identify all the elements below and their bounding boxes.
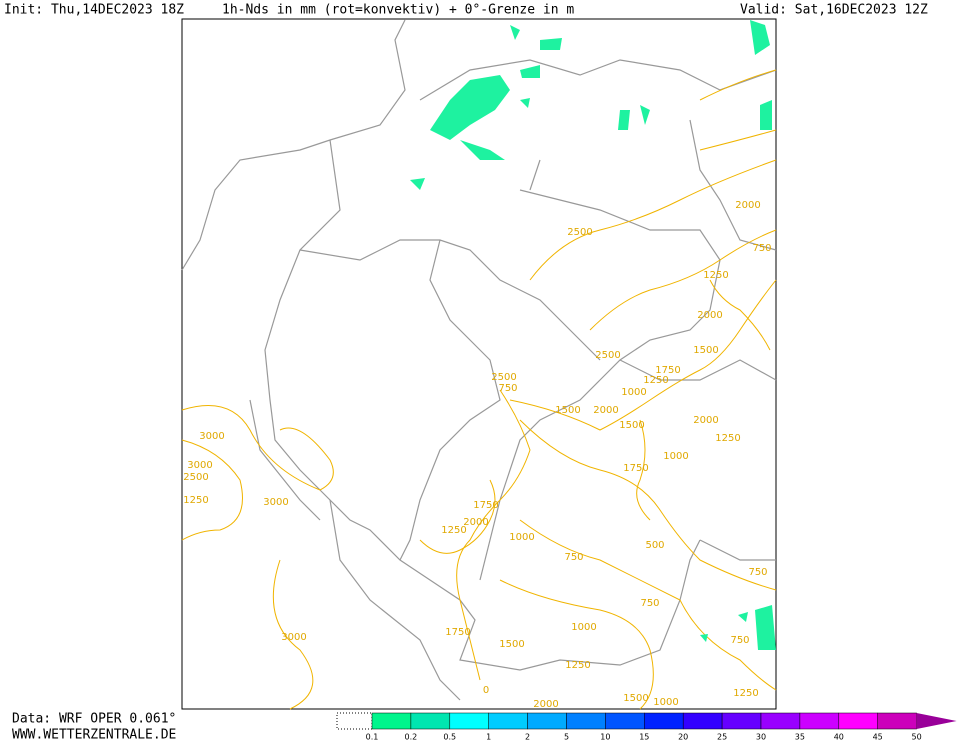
map-frame [181,18,777,710]
legend-swatch [605,712,645,730]
contour-label: 1500 [623,693,648,704]
legend-under [336,712,373,730]
legend-label: 0.1 [366,733,379,741]
legend-swatch [644,712,684,730]
contour-label: 1250 [565,660,590,671]
contour-label: 3000 [281,632,306,643]
contour-label: 1250 [643,375,668,386]
legend-label: 30 [756,733,766,741]
contour-label: 750 [730,635,749,646]
contour-label: 1000 [571,622,596,633]
contour-label: 2000 [697,310,722,321]
title: 1h-Nds in mm (rot=konvektiv) + 0°-Grenze… [222,3,574,18]
contour-label: 1500 [499,639,524,650]
contour-label: 1250 [441,525,466,536]
contour-label: 2000 [593,405,618,416]
contour-label: 2500 [595,350,620,361]
legend-label: 10 [600,733,610,741]
contour-label: 0 [483,685,489,696]
contour-label: 3000 [187,460,212,471]
legend-label: 15 [639,733,649,741]
contour-label: 1250 [703,270,728,281]
contour-label: 1000 [509,532,534,543]
init-time: Init: Thu,14DEC2023 18Z [4,3,184,18]
contour-label: 2000 [463,517,488,528]
contour-label: 1500 [693,345,718,356]
contour-label: 1250 [715,433,740,444]
legend-label: 50 [912,733,922,741]
contour-label: 1750 [655,365,680,376]
legend-swatch [527,712,567,730]
legend-label: 0.2 [405,733,418,741]
contour-label: 750 [748,567,767,578]
legend-swatch [877,712,917,730]
legend-label: 2 [525,733,530,741]
legend-swatch [410,712,451,730]
legend-swatch [721,712,762,730]
legend-label: 35 [795,733,805,741]
contour-label: 2500 [567,227,592,238]
contour-label: 750 [640,598,659,609]
legend-arrow [916,713,957,729]
legend-label: 20 [678,733,688,741]
contour-label: 2000 [693,415,718,426]
contour-label: 1750 [473,500,498,511]
contour-label: 1750 [623,463,648,474]
map-layer [181,19,777,710]
legend-label: 25 [717,733,727,741]
legend-label: 1 [486,733,491,741]
contour-label: 1000 [663,451,688,462]
legend-label: 40 [834,733,844,741]
legend-swatch [371,712,412,730]
contour-label: 3000 [263,497,288,508]
contour-label: 1750 [445,627,470,638]
contour-label: 750 [498,383,517,394]
footer-data: Data: WRF OPER 0.061° [12,712,176,727]
legend-swatch [838,712,878,730]
legend-swatch [760,712,801,730]
contour-label: 1000 [621,387,646,398]
contour-label: 1500 [555,405,580,416]
contour-label: 1250 [733,688,758,699]
legend-label: 5 [564,733,569,741]
contour-label: 2000 [735,200,760,211]
contour-label: 750 [752,243,771,254]
legend-swatch [488,712,528,730]
legend-swatch [449,712,489,730]
legend-label: 0.5 [443,733,456,741]
contour-label: 2500 [491,372,516,383]
contour-label: 3000 [199,431,224,442]
legend-swatch [682,712,723,730]
contour-label: 1250 [183,495,208,506]
contour-label: 1500 [619,420,644,431]
contour-label: 2000 [533,699,558,710]
contour-label: 1000 [653,697,678,708]
footer-site: WWW.WETTERZENTRALE.DE [12,728,176,741]
legend-label: 45 [873,733,883,741]
valid-time: Valid: Sat,16DEC2023 12Z [740,3,928,18]
contour-label: 2500 [183,472,208,483]
contour-label: 750 [564,552,583,563]
legend-swatch [799,712,840,730]
legend-swatch [566,712,606,730]
contour-label: 500 [645,540,664,551]
